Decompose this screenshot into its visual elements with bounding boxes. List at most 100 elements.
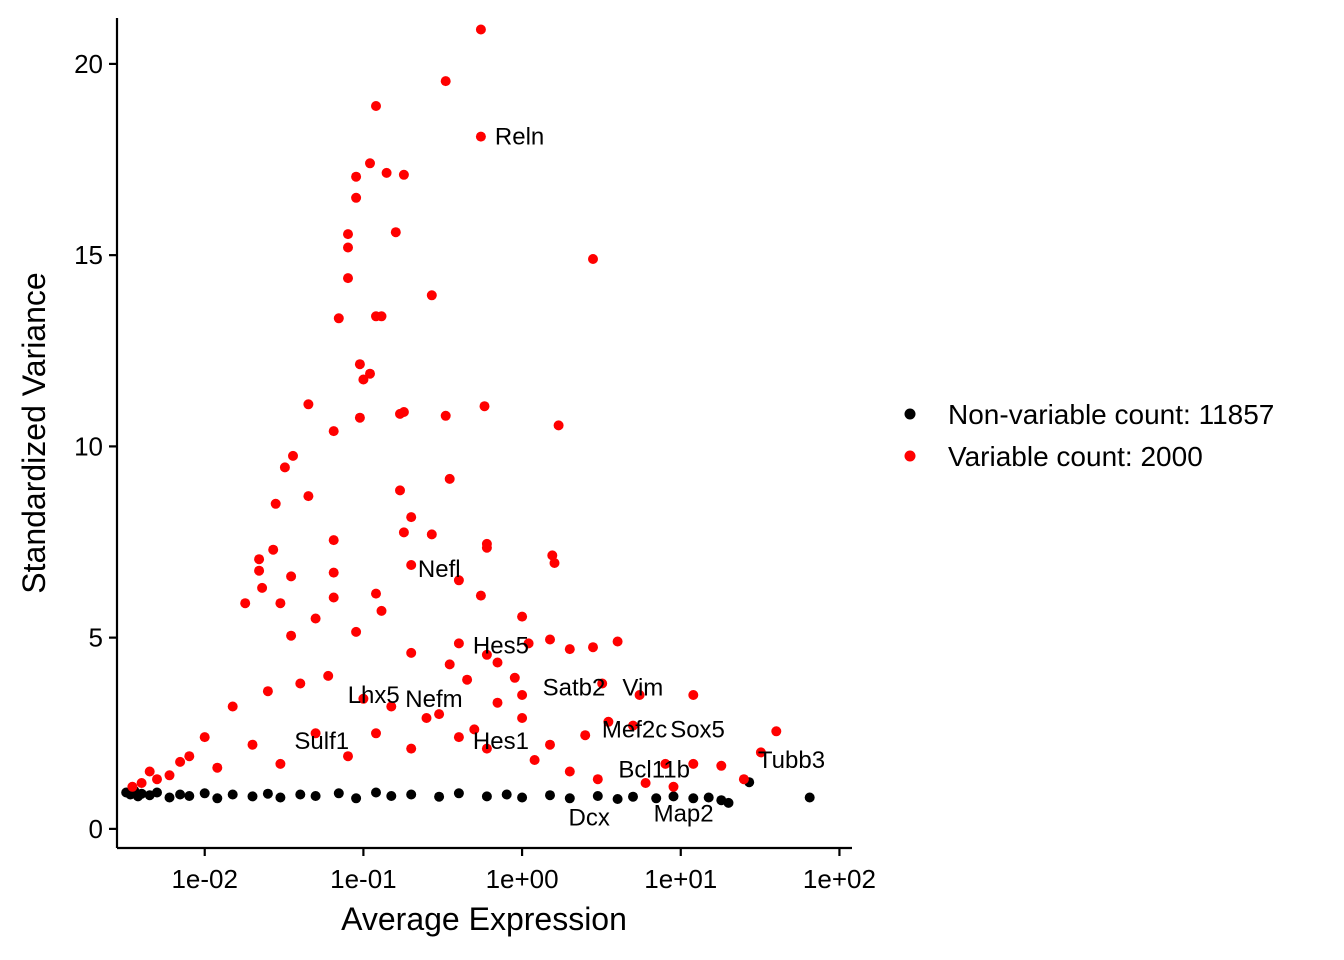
data-point (771, 726, 782, 737)
data-point (351, 171, 362, 182)
data-point (481, 791, 492, 802)
data-point (365, 368, 375, 379)
data-point (588, 642, 598, 653)
x-axis-title: Average Expression (341, 901, 627, 937)
data-point (328, 535, 339, 546)
data-point (386, 701, 397, 712)
series-1 (127, 24, 782, 792)
data-point (453, 638, 464, 649)
data-point (288, 450, 298, 461)
data-point (286, 571, 297, 582)
data-point (152, 787, 162, 798)
data-point (386, 791, 397, 801)
data-point (390, 227, 401, 238)
data-point (184, 791, 195, 801)
data-point (295, 789, 306, 800)
data-point (164, 792, 175, 803)
data-point (275, 792, 286, 803)
data-point (262, 686, 273, 697)
data-point (351, 626, 362, 637)
data-point (804, 792, 815, 803)
data-point (444, 473, 455, 484)
data-point (358, 693, 369, 704)
data-point (597, 678, 608, 689)
data-point (628, 791, 638, 802)
legend-label: Variable count: 2000 (948, 441, 1203, 472)
data-point (668, 791, 679, 802)
data-point (247, 739, 258, 750)
data-point (453, 575, 464, 586)
data-point (268, 544, 279, 555)
data-point (434, 791, 445, 802)
data-point (328, 592, 339, 603)
data-point (395, 408, 405, 419)
data-point (592, 774, 603, 785)
data-point (333, 788, 344, 799)
data-point (564, 766, 575, 777)
data-point (523, 638, 534, 649)
data-point (152, 774, 162, 785)
data-point (660, 758, 671, 769)
data-point (529, 755, 540, 765)
gene-label: Sulf1 (294, 728, 349, 755)
data-point (303, 399, 314, 410)
data-point (333, 313, 344, 324)
data-point (738, 774, 749, 785)
data-point (371, 588, 381, 599)
data-point (481, 649, 492, 660)
data-point (440, 410, 451, 421)
data-point (199, 788, 210, 799)
gene-label: Nefm (405, 686, 462, 713)
y-tick-label: 20 (74, 49, 103, 79)
data-point (310, 791, 321, 801)
data-point (716, 760, 727, 771)
gene-label: Sox5 (670, 716, 725, 743)
x-tick-label: 1e+01 (644, 864, 717, 894)
data-point (376, 605, 387, 616)
x-tick-label: 1e-02 (171, 864, 238, 894)
data-point (426, 529, 437, 540)
plot-area: Reln Nefl Hes5 Satb2 Vim Lhx5 Nefm Mef2c Sox5 Sul… (74, 18, 876, 894)
data-point (406, 647, 417, 658)
data-point (668, 781, 679, 792)
gene-label: Vim (622, 674, 663, 701)
data-point (444, 659, 455, 670)
data-point (184, 751, 195, 762)
data-point (136, 778, 147, 788)
gene-label: Dcx (569, 804, 610, 831)
data-point (492, 657, 503, 668)
gene-label: Reln (495, 124, 544, 151)
points-layer (121, 24, 815, 808)
data-point (517, 690, 528, 700)
data-point (492, 697, 503, 708)
gene-label: Map2 (654, 801, 714, 828)
data-point (351, 793, 362, 804)
data-point (580, 730, 591, 741)
data-point (475, 131, 486, 142)
data-point (343, 751, 353, 762)
legend: Non-variable count: 11857 Variable count:… (904, 399, 1274, 472)
data-point (343, 242, 353, 253)
data-point (481, 743, 492, 754)
x-axis-ticks: 1e-02 1e-01 1e+00 1e+01 1e+02 (171, 848, 876, 894)
data-point (381, 167, 392, 178)
data-point (254, 565, 265, 576)
y-tick-label: 5 (89, 623, 103, 653)
data-point (257, 582, 268, 593)
data-point (328, 426, 339, 437)
gene-label: Tubb3 (758, 747, 825, 774)
data-point (212, 762, 223, 773)
data-point (406, 512, 417, 523)
data-point (212, 793, 223, 804)
y-axis-title: Standardized Variance (16, 272, 52, 593)
legend-key (904, 450, 916, 462)
gene-labels: Reln Nefl Hes5 Satb2 Vim Lhx5 Nefm Mef2c Sox5 Sul… (294, 124, 825, 832)
x-tick-label: 1e-01 (330, 864, 397, 894)
data-point (479, 401, 490, 412)
data-point (310, 728, 321, 739)
data-point (343, 273, 353, 284)
data-point (462, 674, 473, 685)
data-point (688, 690, 699, 700)
data-point (509, 672, 520, 683)
data-point (517, 792, 528, 803)
